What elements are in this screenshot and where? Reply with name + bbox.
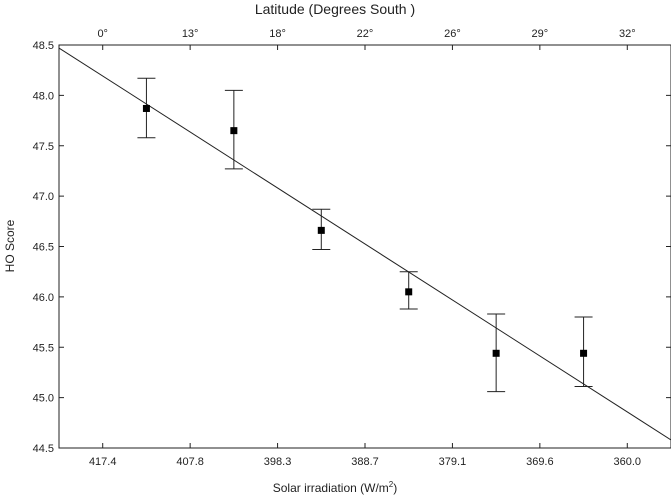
y-tick-label: 44.5 [33,443,54,455]
fit-line-layer [58,47,671,441]
top-tick-label: 18° [269,28,286,40]
x-axis-top: 0° 13° 18° 22° 26° 29° 32° [97,28,636,50]
plot-frame [58,44,671,449]
x-tick-label: 360.0 [614,456,642,468]
data-point-layer [142,104,588,357]
y-tick-label: 46.5 [33,242,54,254]
x-axis-title-main: Solar irradiation (W/m [273,481,389,495]
top-tick-label: 22° [357,28,374,40]
data-point [142,104,150,112]
x-axis-bottom: 417.4 407.8 398.3 388.7 379.1 369.6 360.0 [89,443,641,468]
data-point [492,349,500,357]
y-tick-label: 47.0 [33,191,54,203]
y-tick-label: 48.0 [33,90,54,102]
y-tick-label: 45.0 [33,393,54,405]
top-axis-title: Latitude (Degrees South ) [255,1,415,17]
y-tick-label: 47.5 [33,141,54,153]
y-axis-title: HO Score [3,219,17,272]
x-tick-label: 407.8 [176,456,204,468]
y-axis: 44.5 45.0 45.5 46.0 46.5 47.0 47.5 48.0 48.5 [33,40,671,455]
top-tick-label: 0° [97,28,108,40]
x-axis-title-superscript: 2 [389,480,394,489]
x-tick-label: 417.4 [89,456,117,468]
x-tick-label: 369.6 [526,456,554,468]
y-tick-label: 48.5 [33,40,54,52]
y-tick-label: 45.5 [33,342,54,354]
top-tick-label: 29° [532,28,549,40]
x-tick-label: 398.3 [264,456,292,468]
error-bar-layer [137,77,593,393]
top-tick-label: 26° [444,28,461,40]
data-point [230,127,238,135]
top-tick-label: 32° [619,28,636,40]
x-tick-label: 388.7 [351,456,379,468]
data-point [405,288,413,296]
regression-line [58,47,671,441]
data-point [317,226,325,234]
y-tick-label: 46.0 [33,292,54,304]
data-point [580,349,588,357]
x-tick-label: 379.1 [439,456,467,468]
top-tick-label: 13° [182,28,199,40]
x-axis-title-suffix: ) [393,481,397,495]
x-axis-title: Solar irradiation (W/m2) [273,480,397,495]
